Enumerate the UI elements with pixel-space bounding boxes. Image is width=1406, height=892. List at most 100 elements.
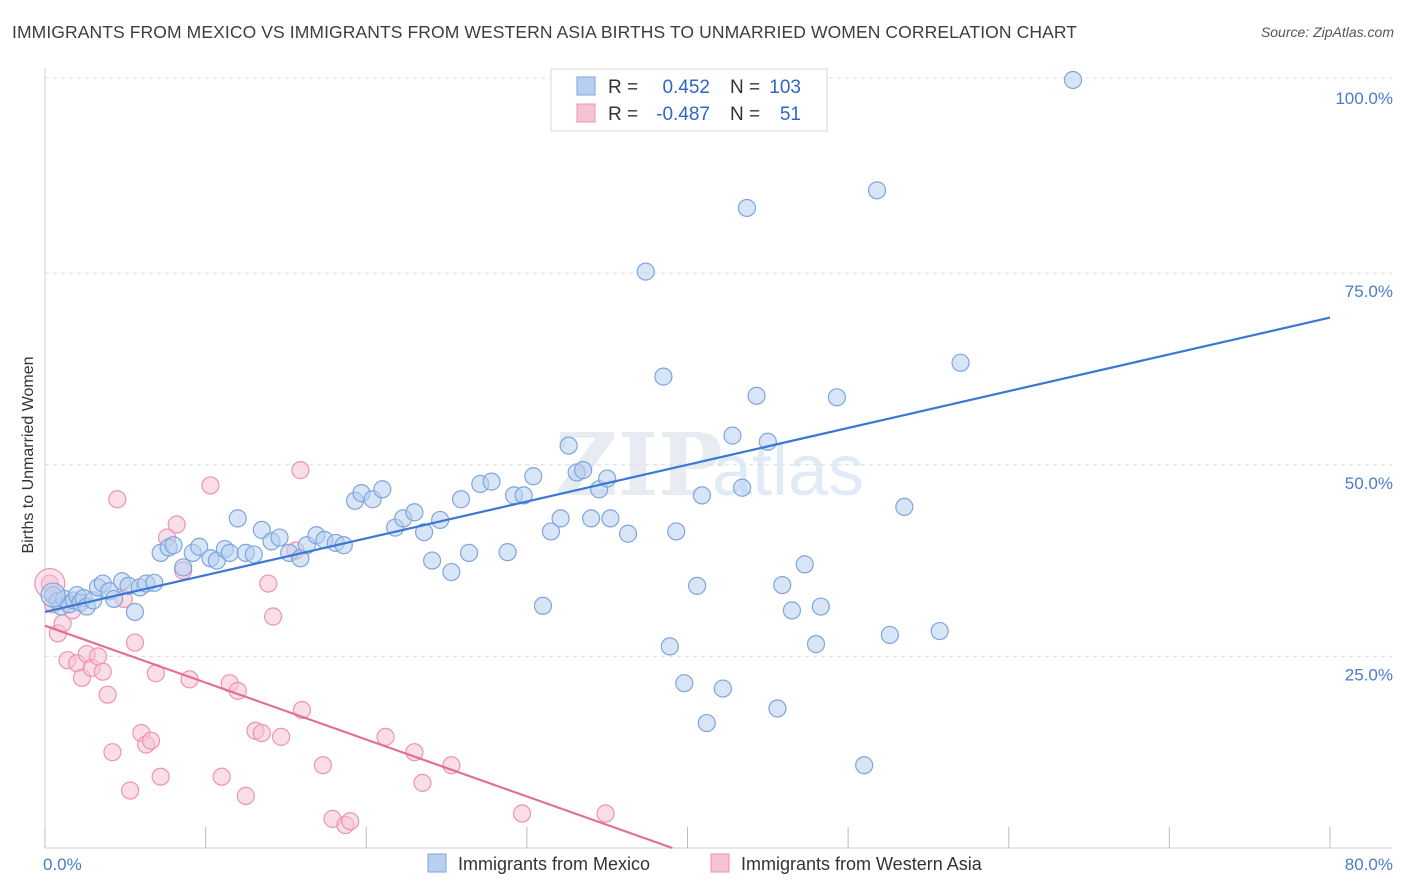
mexico-point: [618, 524, 638, 543]
bottom-legend-label-wasia: Immigrants from Western Asia: [741, 854, 983, 874]
mexico-point: [164, 536, 183, 555]
legend-r-label-wasia: R =: [608, 104, 638, 125]
y-axis-label: Births to Unmarried Women: [20, 356, 37, 553]
mexico-point: [782, 601, 802, 620]
mexico-point: [442, 562, 461, 582]
mexico-point: [482, 472, 501, 491]
source-label: Source: ZipAtlas.com: [1260, 24, 1394, 40]
wasia-point: [596, 804, 615, 823]
wasia-point: [125, 633, 145, 652]
watermark-atlas: atlas: [712, 431, 864, 511]
wasia-point: [88, 647, 108, 666]
legend-r-value-wasia: -0.487: [656, 104, 710, 125]
axes: [44, 68, 1392, 849]
wasia-point: [236, 786, 255, 805]
mexico-point: [104, 589, 124, 608]
legend-r-label-mexico: R =: [608, 77, 638, 98]
mexico-point: [174, 558, 193, 577]
series-legend: Immigrants from Mexico Immigrants from W…: [427, 853, 983, 874]
mexico-point: [747, 386, 766, 405]
mexico-point: [855, 756, 874, 775]
legend-n-value-wasia: 51: [780, 104, 801, 125]
wasia-point: [442, 756, 461, 775]
y-tick-label: 25.0%: [1345, 665, 1393, 684]
mexico-point: [733, 478, 752, 497]
mexico-point: [713, 679, 732, 698]
mexico-point: [773, 575, 792, 595]
mexico-point: [524, 467, 543, 486]
series-mexico-points: [40, 70, 1083, 775]
mexico-point: [811, 597, 830, 616]
mexico-point: [533, 596, 553, 615]
mexico-point: [737, 198, 757, 218]
wasia-point: [405, 743, 424, 762]
mexico-point: [498, 543, 517, 562]
wasia-point: [201, 476, 220, 495]
legend-r-value-mexico: 0.452: [662, 77, 710, 98]
mexico-point: [414, 523, 434, 542]
y-tick-labels: 25.0% 50.0% 75.0% 100.0%: [1335, 89, 1393, 684]
mexico-point: [559, 436, 578, 455]
mexico-point: [125, 602, 145, 622]
wasia-point: [212, 767, 231, 786]
mexico-point: [423, 551, 442, 570]
mexico-point: [514, 486, 533, 505]
trendline-wasia: [44, 624, 673, 850]
mexico-point: [405, 503, 424, 522]
mexico-point: [660, 637, 679, 656]
wasia-point: [341, 812, 360, 831]
mexico-point-large: [40, 582, 66, 608]
mexico-point: [190, 537, 209, 556]
mexico-point: [951, 353, 970, 372]
mexico-point: [723, 426, 742, 445]
mexico-point: [692, 486, 712, 505]
wasia-point: [98, 685, 117, 704]
watermark: ZIP atlas: [555, 415, 864, 516]
mexico-point: [220, 543, 239, 562]
trendlines: [44, 316, 1331, 850]
bottom-legend-swatch-wasia: [710, 853, 730, 873]
y-tick-label: 75.0%: [1345, 282, 1393, 301]
mexico-point: [541, 522, 561, 541]
trendline-mexico: [44, 316, 1331, 613]
stats-legend: R = 0.452 N = 103 R = -0.487 N = 51: [550, 68, 828, 132]
y-tick-label: 50.0%: [1345, 474, 1393, 493]
legend-swatch-wasia: [576, 103, 596, 123]
mexico-point: [573, 461, 593, 480]
series-western-asia-points: [34, 461, 615, 835]
mexico-point: [244, 545, 263, 564]
mexico-point: [930, 621, 949, 641]
legend-n-label-mexico: N =: [730, 77, 760, 98]
mexico-point: [654, 367, 673, 386]
legend-n-label-wasia: N =: [730, 104, 760, 125]
mexico-point: [1063, 70, 1083, 90]
wasia-point: [151, 767, 170, 786]
wasia-point: [252, 723, 271, 743]
mexico-point: [827, 388, 846, 407]
mexico-point: [636, 262, 655, 281]
mexico-point: [373, 480, 392, 499]
legend-n-value-mexico: 103: [769, 77, 801, 98]
wasia-point: [291, 461, 310, 480]
wasia-point: [512, 804, 532, 823]
wasia-point: [103, 743, 122, 762]
wasia-point: [108, 490, 127, 509]
mexico-point: [601, 509, 620, 528]
wasia-point: [121, 781, 140, 800]
wasia-point: [259, 574, 278, 593]
x-tick-label: 80.0%: [1345, 855, 1393, 874]
mexico-point: [895, 497, 914, 517]
legend-swatch-mexico: [576, 76, 596, 96]
legend-box: [550, 68, 828, 132]
chart-title: IMMIGRANTS FROM MEXICO VS IMMIGRANTS FRO…: [12, 22, 1078, 42]
x-tick-label: 0.0%: [43, 855, 82, 874]
wasia-point: [376, 727, 395, 746]
bottom-legend-swatch-mexico: [427, 853, 447, 873]
mexico-point: [697, 713, 716, 733]
mexico-point: [551, 509, 570, 528]
y-tick-label: 100.0%: [1335, 89, 1393, 108]
x-tick-labels: 0.0% 80.0%: [43, 855, 1393, 874]
mexico-point: [675, 674, 694, 693]
mexico-point: [459, 543, 479, 562]
